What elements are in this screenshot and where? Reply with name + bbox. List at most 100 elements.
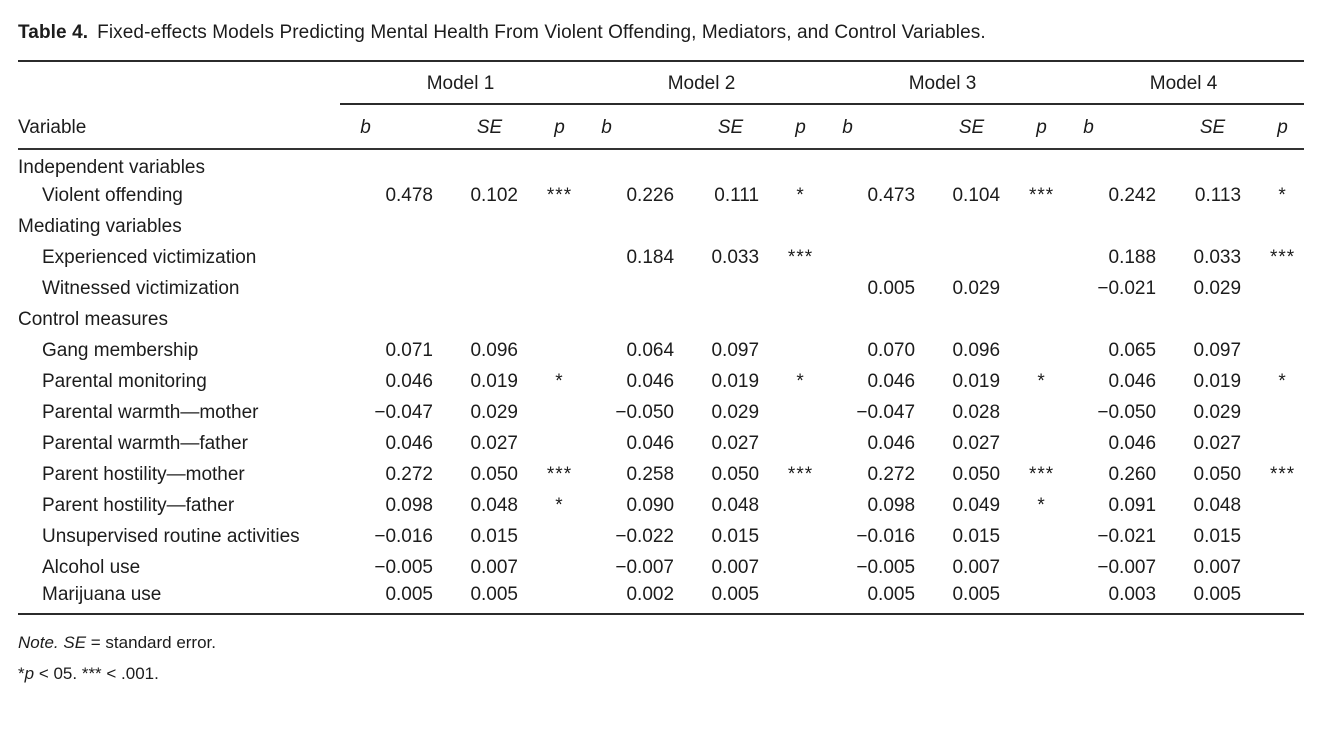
p-stars: *** — [1269, 246, 1296, 268]
row-label: Witnessed victimization — [42, 277, 240, 299]
section-row: Control measures — [18, 304, 1304, 335]
se-value: 0.005 — [470, 584, 518, 605]
b-value: 0.046 — [626, 370, 675, 392]
p-stars: * — [555, 370, 564, 392]
se-value — [1158, 149, 1243, 180]
se-value: 0.048 — [470, 494, 518, 516]
se-value: 0.019 — [470, 370, 518, 392]
row-label: Mediating variables — [18, 215, 182, 237]
b-value — [822, 304, 917, 335]
p-stars — [520, 428, 581, 459]
model-4-header: Model 4 — [1063, 61, 1305, 105]
p-stars — [1002, 304, 1063, 335]
se-value — [676, 273, 761, 304]
p-stars — [1243, 428, 1304, 459]
b-column-header: b — [822, 104, 918, 150]
se-value: 0.050 — [470, 463, 518, 485]
p-stars — [1243, 304, 1304, 335]
p-stars — [520, 397, 581, 428]
p-stars — [520, 149, 581, 180]
b-value: 0.473 — [867, 184, 916, 206]
p-stars — [761, 149, 822, 180]
p-stars: * — [796, 184, 805, 206]
se-value — [917, 211, 1002, 242]
row-label: Parental monitoring — [42, 370, 207, 392]
se-value: 0.007 — [711, 556, 760, 578]
p-stars — [1243, 552, 1304, 583]
se-value — [435, 211, 520, 242]
p-stars: * — [1037, 494, 1046, 516]
table-title-text: Fixed-effects Models Predicting Mental H… — [97, 22, 986, 43]
p-stars: *** — [546, 463, 573, 485]
se-value — [917, 242, 1002, 273]
b-value: −0.007 — [1097, 556, 1157, 578]
p-stars: *** — [1028, 463, 1055, 485]
se-value — [435, 273, 520, 304]
p-stars — [520, 304, 581, 335]
b-value: 0.005 — [867, 584, 916, 605]
model-3-header: Model 3 — [822, 61, 1064, 105]
b-value: −0.005 — [856, 556, 916, 578]
row-label: Experienced victimization — [42, 246, 257, 268]
p-stars — [761, 521, 822, 552]
b-value: 0.091 — [1108, 494, 1157, 516]
b-value: 0.098 — [867, 494, 916, 516]
b-value: −0.016 — [856, 525, 916, 547]
p-stars: *** — [787, 246, 814, 268]
p-stars — [1243, 583, 1304, 614]
b-value: 0.003 — [1108, 584, 1157, 605]
data-row: Alcohol use −0.005 0.007 −0.007 0.007 −0.005 0… — [18, 552, 1304, 583]
b-value — [340, 149, 435, 180]
b-value: 0.046 — [385, 432, 433, 454]
se-value: 0.019 — [1193, 370, 1242, 392]
row-label: Independent variables — [18, 157, 205, 178]
se-value — [917, 304, 1002, 335]
b-column-header: b — [1063, 104, 1159, 150]
p-stars — [1002, 242, 1063, 273]
b-value — [340, 211, 435, 242]
table-body: Independent variables Violent offending 0.… — [18, 149, 1304, 614]
b-value: 0.258 — [626, 463, 675, 485]
se-value: 0.027 — [470, 432, 518, 454]
note-label: Note. — [18, 633, 59, 652]
note-line-2: *p < 05. *** < .001. — [18, 658, 1304, 689]
section-row: Independent variables — [18, 149, 1304, 180]
p-stars: *** — [546, 184, 573, 206]
b-value: −0.021 — [1097, 525, 1157, 547]
row-label: Parental warmth—mother — [42, 401, 259, 423]
b-value: 0.046 — [626, 432, 675, 454]
p-symbol: p — [24, 664, 35, 683]
b-value: 0.046 — [867, 370, 916, 392]
se-value: 0.015 — [711, 525, 760, 547]
p-stars — [761, 428, 822, 459]
se-value: 0.050 — [1193, 463, 1242, 485]
p-stars — [520, 521, 581, 552]
se-value — [676, 211, 761, 242]
p-stars — [1002, 521, 1063, 552]
paper-page: Table 4. Fixed-effects Models Predicting … — [18, 22, 1305, 689]
data-row: Experienced victimization 0.184 0.033 *** 0.… — [18, 242, 1304, 273]
p-stars: *** — [1269, 463, 1296, 485]
b-value: 0.188 — [1108, 246, 1157, 268]
p-stars — [1002, 211, 1063, 242]
data-row: Gang membership 0.071 0.096 0.064 0.097 0.070… — [18, 335, 1304, 366]
b-value: 0.242 — [1108, 184, 1157, 206]
p-stars — [1002, 397, 1063, 428]
se-column-header: SE — [676, 104, 762, 150]
p-stars — [761, 211, 822, 242]
b-value — [581, 149, 676, 180]
b-column-header: b — [581, 104, 677, 150]
p-column-header: p — [520, 104, 582, 150]
table-header: Model 1 Model 2 Model 3 Model 4 Variable… — [18, 61, 1305, 150]
p-stars: * — [1278, 370, 1287, 392]
se-value: 0.027 — [1193, 432, 1242, 454]
se-value: 0.005 — [1193, 584, 1242, 605]
p-column-header: p — [1243, 104, 1305, 150]
row-label: Marijuana use — [42, 584, 162, 605]
se-value — [435, 304, 520, 335]
b-value: 0.046 — [867, 432, 916, 454]
data-row: Unsupervised routine activities −0.016 0.0… — [18, 521, 1304, 552]
se-value: 0.015 — [470, 525, 518, 547]
data-row: Witnessed victimization 0.005 0.029 −0.021 0… — [18, 273, 1304, 304]
p-stars — [761, 397, 822, 428]
